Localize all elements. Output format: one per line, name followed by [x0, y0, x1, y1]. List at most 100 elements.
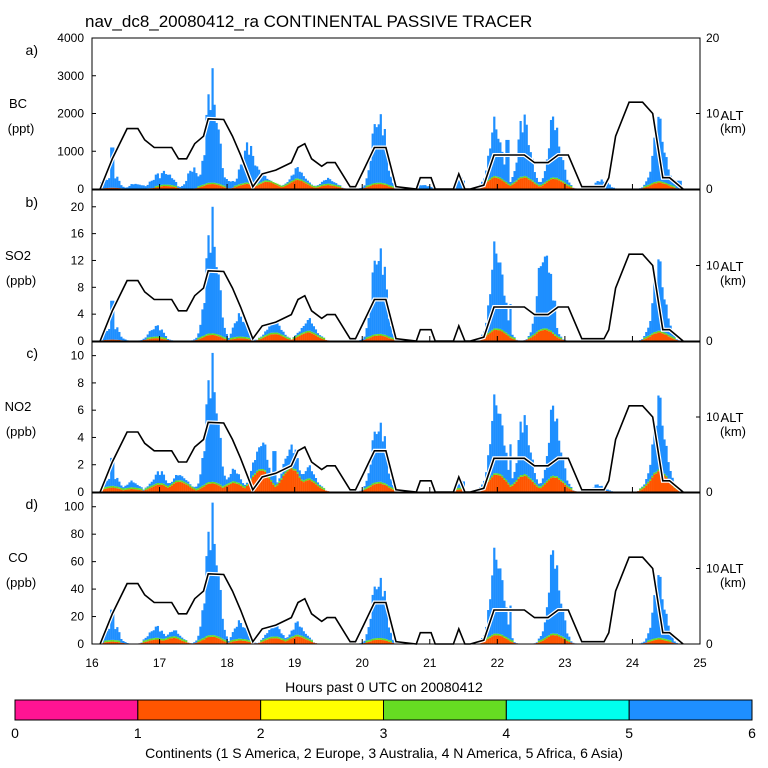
bar-europe — [177, 482, 180, 492]
bar-europe — [539, 186, 543, 189]
bar-namerica — [533, 482, 536, 485]
bar-europe — [363, 489, 366, 492]
bar-europe — [235, 640, 239, 644]
bar-europe — [306, 184, 309, 189]
bar-europe — [108, 187, 111, 189]
bar-europe — [562, 182, 565, 189]
bar-asia — [148, 483, 151, 487]
bar-namerica — [104, 640, 107, 643]
bar-europe — [566, 640, 569, 644]
bar-namerica — [547, 179, 551, 181]
bar-asia — [316, 482, 320, 485]
bar-asia — [553, 421, 557, 477]
bar-asia — [193, 642, 196, 644]
bar-asia — [154, 325, 157, 337]
bar-namerica — [280, 334, 283, 337]
bar-asia — [312, 474, 316, 481]
bar-namerica — [507, 638, 510, 641]
bar-namerica — [539, 184, 543, 187]
bar-asia — [247, 154, 251, 183]
bar-asia — [649, 464, 652, 480]
bar-europe — [286, 184, 289, 189]
bar-namerica — [154, 186, 157, 188]
bar-asia — [594, 484, 597, 491]
bar-asia — [657, 395, 660, 470]
bar-namerica — [185, 640, 188, 643]
bar-asia — [181, 476, 184, 481]
bar-namerica — [566, 485, 569, 488]
bar-namerica — [653, 182, 656, 184]
bar-asia — [513, 471, 516, 483]
bar-asia — [215, 267, 218, 335]
bar-europe — [290, 339, 293, 341]
bar-namerica — [497, 633, 500, 636]
bar-namerica — [272, 636, 275, 639]
bar-namerica — [152, 484, 155, 487]
bar-europe — [118, 339, 121, 341]
bar-europe — [371, 185, 374, 189]
bar-europe — [252, 476, 255, 492]
bar-europe — [175, 187, 178, 189]
bar-asia — [647, 177, 650, 185]
bar-europe — [205, 637, 208, 644]
bar-europe — [270, 638, 273, 644]
bar-europe — [659, 471, 662, 492]
bar-namerica — [491, 475, 494, 478]
y-tick-label: 6 — [77, 403, 84, 417]
bar-asia — [211, 68, 214, 183]
bar-namerica — [661, 181, 664, 184]
bar-asia — [280, 329, 283, 335]
bar-europe — [203, 185, 206, 189]
bar-namerica — [365, 185, 368, 188]
bar-europe — [215, 637, 218, 644]
bar-europe — [527, 339, 530, 341]
bar-europe — [566, 487, 569, 492]
bar-asia — [367, 473, 370, 487]
y-tick-label: 80 — [71, 527, 85, 541]
bar-europe — [551, 333, 555, 341]
bar-asia — [539, 636, 543, 640]
bar-namerica — [132, 487, 135, 490]
bar-europe — [164, 639, 168, 644]
bar-asia — [252, 155, 255, 184]
bar-asia — [294, 622, 297, 635]
bar-europe — [383, 484, 386, 492]
bar-asia — [560, 336, 563, 338]
bar-europe — [166, 339, 170, 341]
bar-namerica — [162, 638, 166, 641]
bar-europe — [233, 338, 236, 341]
bar-europe — [170, 485, 174, 492]
bar-europe — [661, 639, 664, 644]
bar-europe — [114, 641, 117, 644]
bar-namerica — [497, 328, 500, 331]
bar-europe — [375, 335, 378, 341]
bar-europe — [308, 480, 311, 492]
bar-europe — [213, 483, 216, 492]
alt-tick-label: 0 — [706, 334, 713, 348]
bar-europe — [227, 642, 230, 644]
bar-namerica — [566, 184, 569, 186]
bar-europe — [162, 339, 166, 341]
bar-asia — [205, 114, 208, 184]
bar-asia — [391, 333, 395, 338]
bar-asia — [160, 630, 164, 639]
bar-asia — [166, 634, 170, 638]
bar-europe — [148, 488, 151, 492]
bar-namerica — [219, 484, 222, 487]
bar-namerica — [219, 637, 222, 640]
bar-namerica — [201, 638, 204, 641]
bar-europe — [331, 185, 334, 189]
bar-asia — [507, 469, 510, 483]
bar-namerica — [389, 640, 393, 643]
bar-europe — [641, 339, 644, 341]
bar-europe — [270, 182, 273, 189]
bar-namerica — [118, 640, 121, 643]
bar-asia — [649, 627, 652, 640]
bar-asia — [501, 425, 504, 476]
bar-europe — [365, 339, 368, 341]
bar-namerica — [219, 184, 222, 186]
bar-namerica — [551, 633, 555, 636]
bar-europe — [300, 637, 303, 644]
bar-asia — [373, 586, 376, 639]
bar-namerica — [503, 331, 506, 334]
